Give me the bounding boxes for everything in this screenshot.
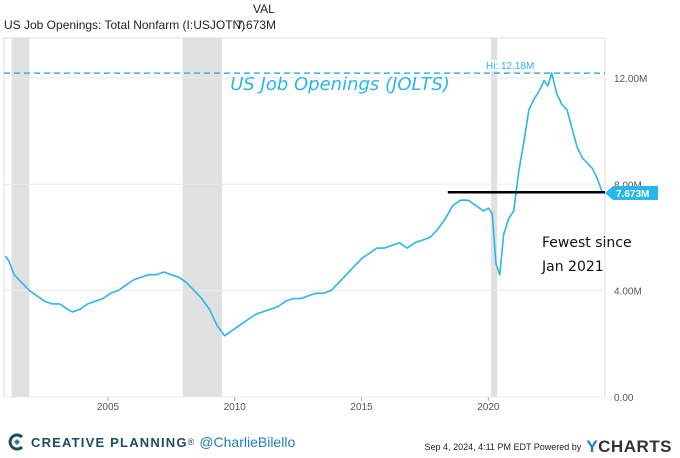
timestamp: Sep 4, 2024, 4:11 PM EDT Powered by — [424, 442, 582, 452]
annotation-line-2: Jan 2021 — [541, 259, 604, 275]
x-tick-label: 2020 — [477, 402, 500, 413]
gridlines — [4, 77, 605, 398]
trademark-mark: ® — [187, 437, 195, 447]
recession-band-1 — [182, 38, 223, 397]
recession-bands — [11, 38, 498, 397]
x-tick-label: 2015 — [350, 402, 373, 413]
legend-value-header: VAL — [253, 2, 275, 16]
last-value-pointer — [605, 185, 613, 200]
high-marker: Hi: 12.18M — [4, 60, 605, 74]
creative-planning-logo-icon — [8, 433, 24, 451]
series-line — [4, 72, 604, 337]
y-tick-label: 0.00 — [614, 393, 634, 404]
source-footer: Sep 4, 2024, 4:11 PM EDT Powered by YCHA… — [425, 437, 672, 457]
series-job-openings — [4, 72, 604, 337]
high-label-bg — [482, 60, 534, 72]
recession-band-2 — [490, 38, 498, 397]
ycharts-logo-text: CHARTS — [598, 437, 672, 456]
annotation: Fewest since Jan 2021 — [541, 235, 632, 275]
recession-band-0 — [11, 38, 30, 397]
last-value-marker: 7.673M — [605, 185, 658, 200]
x-tick-label: 2010 — [224, 402, 247, 413]
brand-name: CREATIVE PLANNING — [31, 434, 188, 450]
ycharts-logo[interactable]: YCHARTS — [586, 437, 672, 457]
y-axis: 0.00 4.00M 8.00M 12.00M — [614, 74, 647, 404]
annotation-line-1: Fewest since — [542, 235, 632, 251]
ycharts-logo-y: Y — [586, 437, 599, 456]
twitter-handle: @CharlieBilello — [199, 434, 296, 450]
y-tick-label: 4.00M — [614, 287, 642, 298]
y-tick-label: 8.00M — [614, 180, 642, 191]
high-label: Hi: 12.18M — [486, 61, 534, 72]
legend-series-label: US Job Openings: Total Nonfarm (I:USJOTN… — [4, 18, 246, 32]
last-value-bg — [613, 185, 658, 200]
legend: VAL US Job Openings: Total Nonfarm (I:US… — [4, 2, 294, 34]
x-axis: 2005 2010 2015 2020 — [97, 397, 500, 413]
last-value-label: 7.673M — [616, 189, 649, 200]
x-tick-label: 2005 — [97, 402, 120, 413]
y-tick-label: 12.00M — [614, 74, 647, 85]
chart-title: US Job Openings (JOLTS) — [230, 74, 450, 95]
brand-footer: CREATIVE PLANNING ® @CharlieBilello — [8, 432, 295, 452]
legend-series-value: 7.673M — [236, 18, 277, 32]
